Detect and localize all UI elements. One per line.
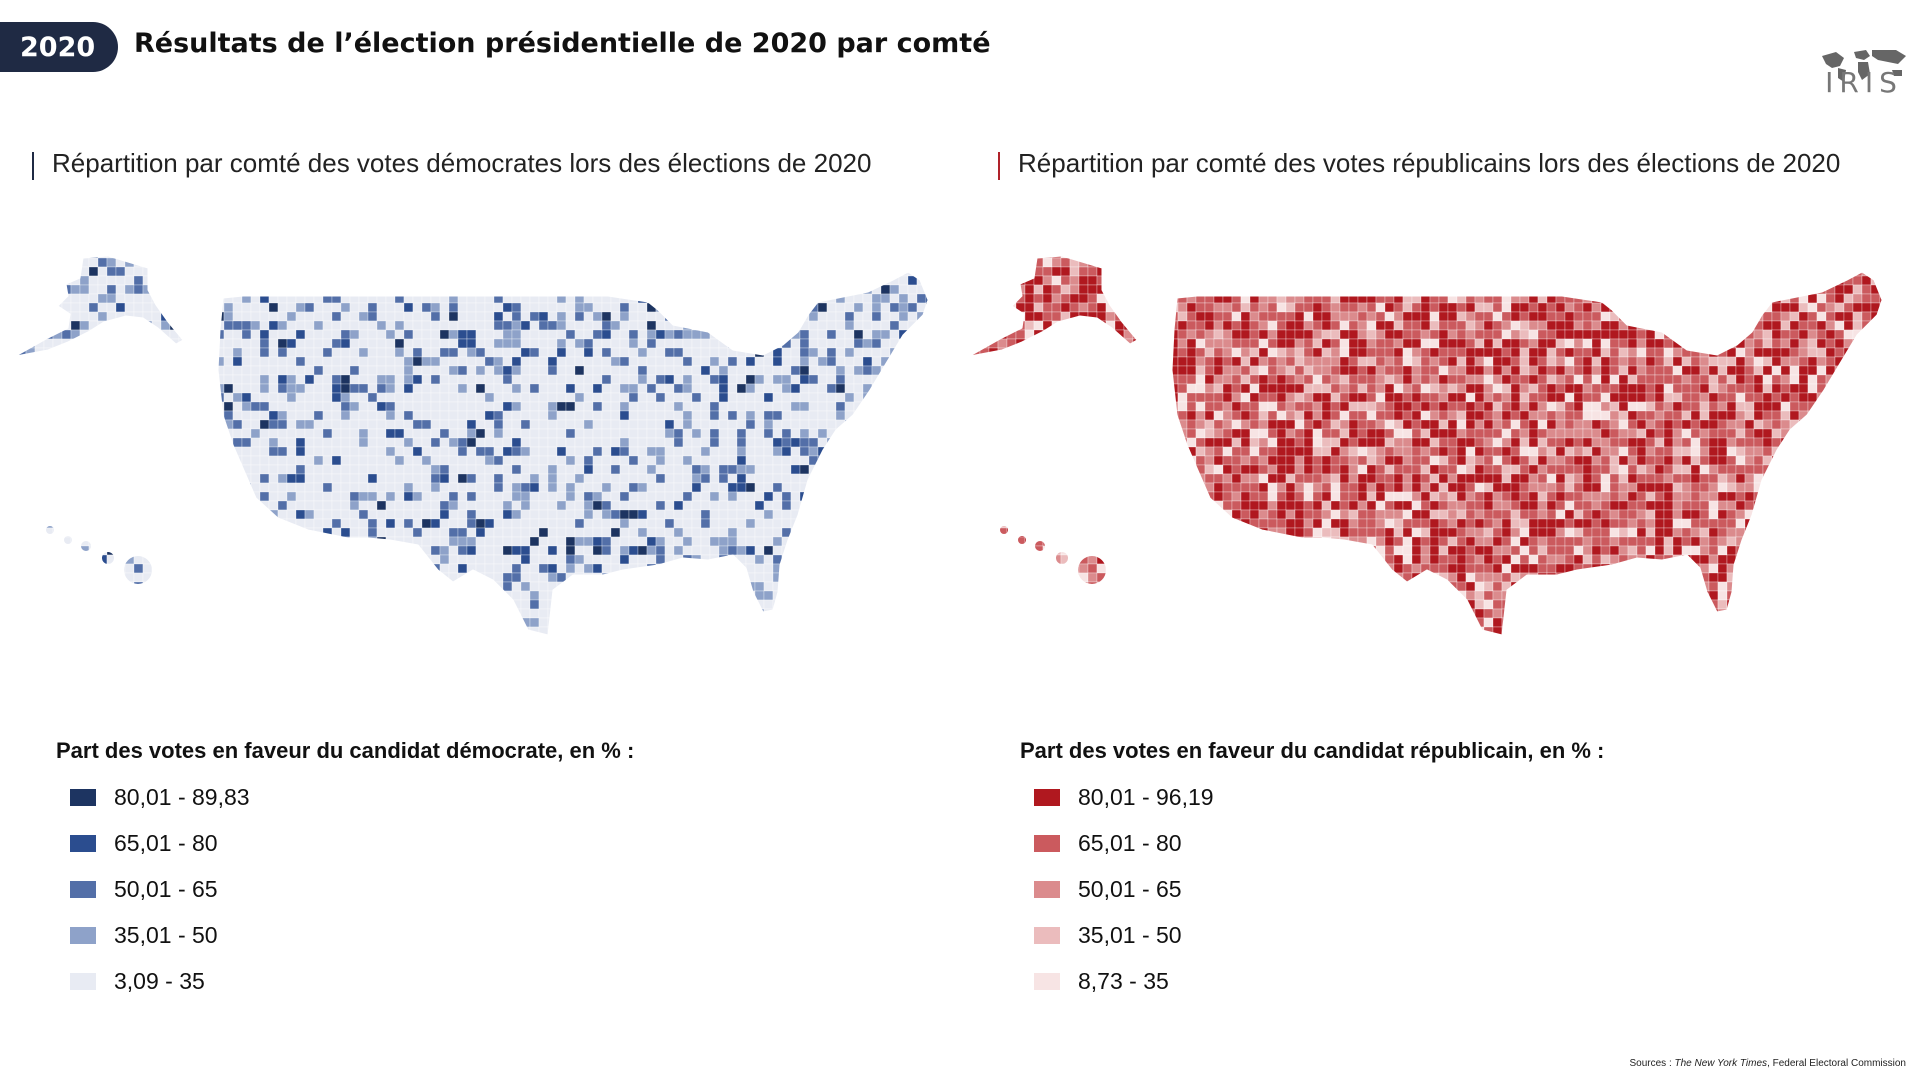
legend-swatch: [70, 834, 96, 852]
legend-swatch: [1034, 926, 1060, 944]
republican-map-subtitle: Répartition par comté des votes républic…: [998, 148, 1840, 180]
source-publication: The New York Times: [1674, 1058, 1768, 1069]
legend-swatch: [70, 972, 96, 990]
legend-swatch: [1034, 880, 1060, 898]
republican-county-map: [969, 255, 1883, 636]
legend-item: 35,01 - 50: [56, 912, 634, 958]
legend-item: 80,01 - 89,83: [56, 774, 634, 820]
legend-swatch: [70, 880, 96, 898]
legend-item: 65,01 - 80: [56, 820, 634, 866]
democrat-legend-title: Part des votes en faveur du candidat dém…: [56, 738, 635, 763]
source-note: Sources : The New York Times, Federal El…: [1629, 1058, 1906, 1069]
democrat-county-map: [15, 255, 929, 636]
legend-label: 50,01 - 65: [1078, 875, 1182, 902]
legend-swatch: [70, 926, 96, 944]
legend-label: 80,01 - 89,83: [114, 783, 250, 810]
republican-legend-title: Part des votes en faveur du candidat rép…: [1020, 738, 1605, 763]
legend-label: 35,01 - 50: [1078, 921, 1182, 948]
legend-swatch: [1034, 834, 1060, 852]
legend-swatch: [1034, 788, 1060, 806]
legend-swatch: [70, 788, 96, 806]
republican-legend: Part des votes en faveur du candidat rép…: [1020, 738, 1604, 1004]
legend-swatch: [1034, 972, 1060, 990]
legend-item: 3,09 - 35: [56, 958, 634, 1004]
legend-label: 65,01 - 80: [1078, 829, 1182, 856]
legend-item: 50,01 - 65: [56, 866, 634, 912]
legend-item: 80,01 - 96,19: [1020, 774, 1604, 820]
iris-logo-icon: [1822, 50, 1906, 82]
source-rest: , Federal Electoral Commission: [1767, 1058, 1906, 1069]
legend-label: 3,09 - 35: [114, 967, 205, 994]
source-prefix: Sources :: [1629, 1058, 1675, 1069]
logo-text: IRIS: [1825, 66, 1903, 99]
legend-label: 80,01 - 96,19: [1078, 783, 1214, 810]
page-title: Résultats de l’élection présidentielle d…: [134, 28, 991, 59]
legend-item: 65,01 - 80: [1020, 820, 1604, 866]
legend-label: 35,01 - 50: [114, 921, 218, 948]
legend-item: 35,01 - 50: [1020, 912, 1604, 958]
year-badge: 2020: [0, 22, 118, 72]
legend-label: 65,01 - 80: [114, 829, 218, 856]
legend-item: 8,73 - 35: [1020, 958, 1604, 1004]
legend-label: 8,73 - 35: [1078, 967, 1169, 994]
legend-label: 50,01 - 65: [114, 875, 218, 902]
democrat-legend: Part des votes en faveur du candidat dém…: [56, 738, 634, 1004]
legend-item: 50,01 - 65: [1020, 866, 1604, 912]
democrat-map-subtitle: Répartition par comté des votes démocrat…: [32, 148, 871, 180]
